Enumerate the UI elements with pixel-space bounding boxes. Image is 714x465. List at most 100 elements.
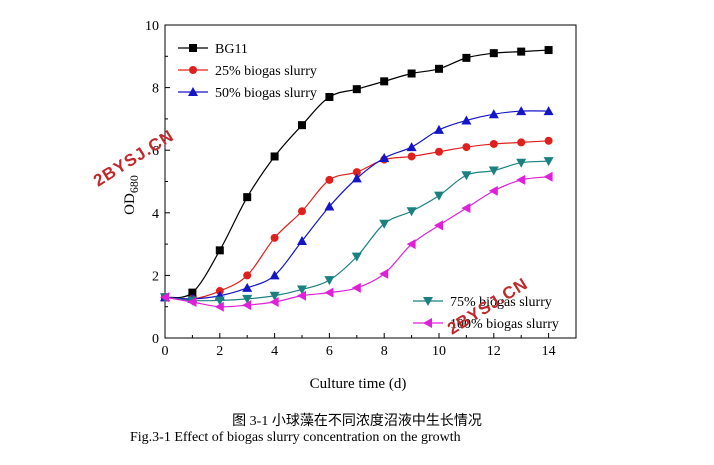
series-100-biogas-slurry [160,171,553,312]
data-point [516,158,527,168]
legend-item: 50% biogas slurry [178,86,317,101]
x-tick-label: 10 [432,344,446,359]
legend-marker [189,44,197,52]
legend-item: 25% biogas slurry [178,64,317,79]
x-tick-label: 2 [216,344,223,359]
x-tick-label: 0 [162,344,169,359]
legend-label: 50% biogas slurry [215,86,317,101]
x-tick-label: 8 [381,344,388,359]
data-point [380,77,389,86]
figure-caption-english: Fig.3-1 Effect of biogas slurry concentr… [130,430,461,445]
data-point [297,235,307,245]
data-point [352,168,361,177]
x-tick-label: 6 [326,344,333,359]
data-point [461,115,472,125]
data-point [489,139,498,148]
data-point [516,174,526,185]
data-point [406,239,416,250]
data-point [462,53,471,62]
data-point [543,171,553,182]
data-point [351,282,361,293]
legend-item: BG11 [178,42,248,57]
data-point [434,220,443,231]
legend-marker [423,318,432,328]
data-point [488,109,499,119]
data-point [269,297,279,308]
data-point [214,296,225,306]
data-point [325,92,334,101]
x-tick-label: 12 [487,344,501,359]
series-25-biogas-slurry [161,136,553,303]
legend-label: 25% biogas slurry [215,64,317,79]
svg-text:OD680: OD680 [122,175,141,215]
data-point [324,201,335,211]
data-point [516,106,527,116]
data-point [187,297,197,308]
data-point [270,152,279,161]
data-point [351,252,362,262]
series-50-biogas-slurry [160,106,554,303]
data-point [325,175,334,184]
y-axis-title: OD680 [122,175,141,215]
data-point [242,282,253,292]
data-point [215,246,224,255]
x-axis-title: Culture time (d) [310,376,407,392]
legend: BG11 25% biogas slurry 50% biogas slurry 75… [178,42,559,332]
x-tick-label: 4 [271,344,278,359]
axis-ticks: 0 2 4 6 8 10 12 14 0 2 4 6 8 10 [145,19,556,359]
y-tick-label: 10 [145,19,159,34]
data-point [435,64,443,73]
legend-label: 100% biogas slurry [450,317,559,332]
series-line [164,140,549,300]
legend-item: 100% biogas slurry [413,317,559,332]
data-point [407,69,416,78]
y-tick-label: 2 [152,269,159,284]
data-point [324,276,335,286]
data-point [407,152,416,161]
y-tick-label: 4 [152,207,159,222]
data-point [543,106,554,116]
data-point [462,143,471,152]
data-point [488,166,499,176]
data-point [379,268,389,279]
y-tick-label: 6 [152,144,159,159]
y-tick-label: 0 [152,332,159,347]
legend-label: 75% biogas slurry [450,295,552,310]
figure-caption-chinese: 图 3-1 小球藻在不同浓度沼液中生长情况 [232,414,482,429]
y-axis-title-subscript: 680 [127,175,141,193]
data-point [297,285,307,295]
data-point [270,233,279,242]
series-bg11 [161,46,553,302]
data-point [379,153,390,163]
data-point [434,191,444,201]
data-point [489,49,498,58]
data-point [351,173,362,183]
data-point [488,185,498,196]
data-point [242,300,252,311]
data-point [461,203,471,214]
legend-marker [188,87,198,96]
data-point [435,147,443,156]
data-point [406,207,417,217]
legend-item: 75% biogas slurry [413,295,552,310]
data-point [243,271,252,280]
data-point [269,291,280,301]
data-point [352,85,361,94]
y-axis-title-main: OD [122,193,138,215]
data-point [517,138,526,147]
data-point [214,301,224,312]
x-tick-label: 14 [542,344,556,359]
data-point [379,219,390,229]
data-point [188,288,197,297]
data-point [298,121,306,130]
series-line [164,110,549,300]
y-tick-label: 8 [152,82,159,97]
data-point [160,292,169,303]
data-point [517,47,526,56]
data-point [461,171,472,181]
data-point [243,193,252,202]
data-point [544,46,553,55]
data-point [406,142,417,152]
data-point [269,270,280,280]
